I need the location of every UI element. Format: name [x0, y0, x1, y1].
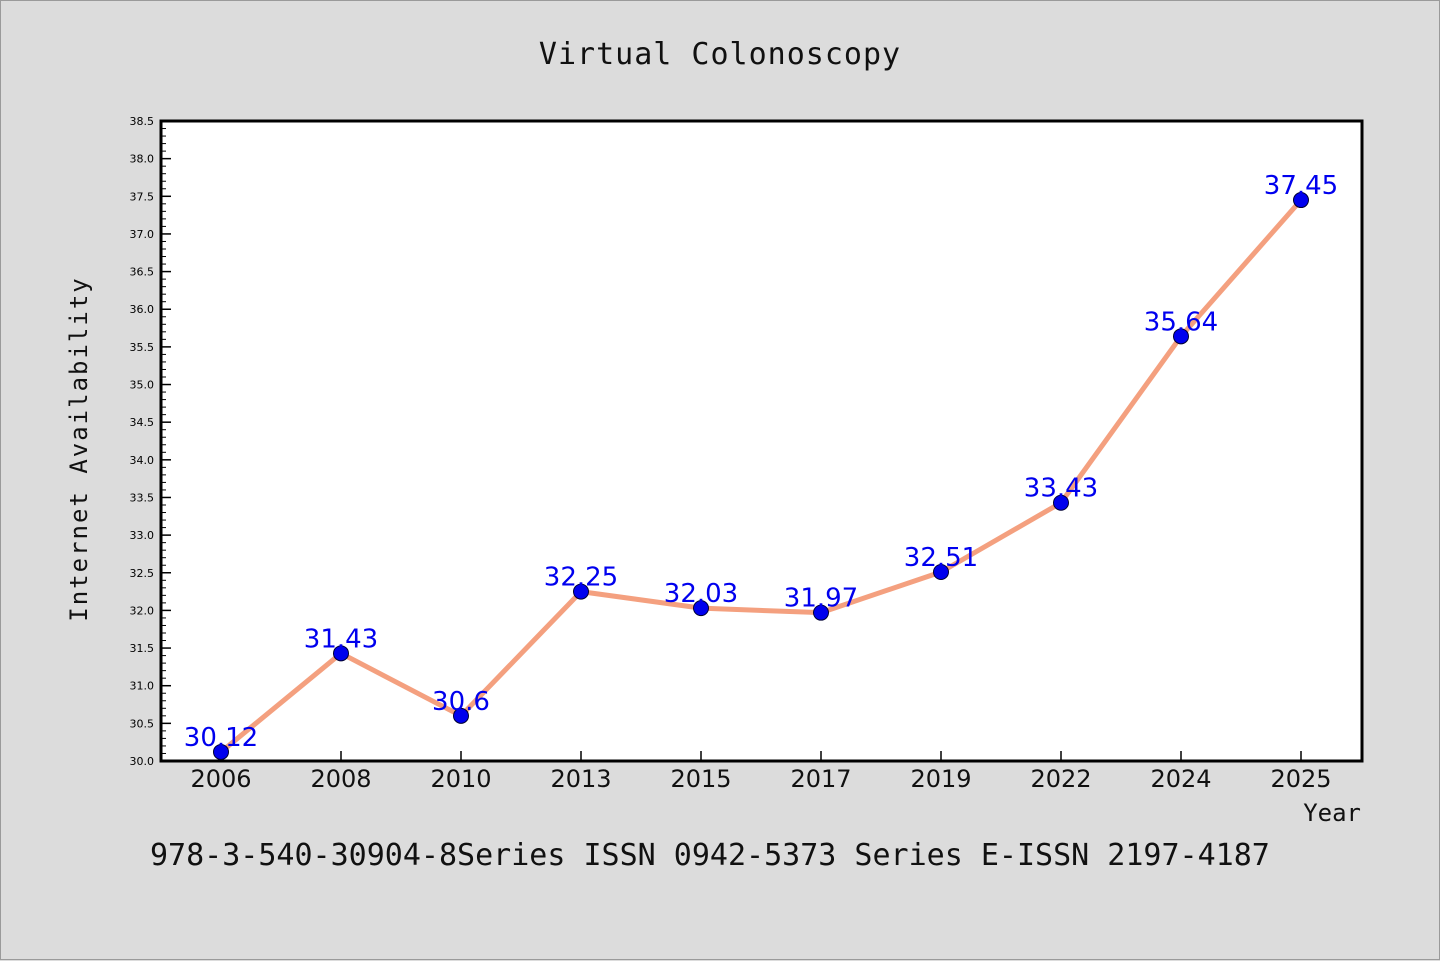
y-tick-label: 37.5: [130, 190, 155, 203]
data-label: 32.25: [544, 563, 618, 593]
x-tick-label: 2015: [670, 765, 731, 793]
data-label: 35.64: [1144, 307, 1218, 337]
data-point-marker: [813, 604, 829, 621]
y-axis-label: Internet Availability: [65, 276, 93, 621]
data-point-marker: [1173, 328, 1189, 345]
y-tick-label: 35.0: [130, 379, 155, 392]
data-point-marker: [693, 600, 709, 617]
data-label-group: 30.12 31.43 30.6 32.25 32.03 31.97 32.51 33.43 3…: [184, 171, 1338, 753]
y-tick-label: 33.0: [130, 529, 155, 542]
y-tick-label: 38.0: [130, 153, 155, 166]
x-tick-label: 2006: [190, 765, 251, 793]
y-tick-label: 35.5: [130, 341, 155, 354]
data-point-marker: [333, 645, 349, 662]
x-tick-label: 2025: [1270, 765, 1331, 793]
y-tick-label: 30.0: [130, 755, 155, 768]
data-point-marker: [1293, 192, 1309, 209]
y-tick-label: 36.5: [130, 266, 155, 279]
data-label: 31.43: [304, 624, 378, 654]
data-label: 32.03: [664, 579, 738, 609]
x-axis: 2006 2008 2010 2013 2015 2017 2019 2022 2024 2025: [190, 751, 1332, 793]
data-point-marker: [213, 743, 229, 760]
chart-title: Virtual Colonoscopy: [539, 37, 901, 72]
series-line-group: [213, 192, 1309, 760]
plot-area: [159, 119, 1364, 763]
data-point-marker: [573, 583, 589, 600]
y-tick-label: 31.5: [130, 642, 155, 655]
y-tick-label: 31.0: [130, 680, 155, 693]
y-tick-label: 36.0: [130, 303, 155, 316]
data-label: 31.97: [784, 584, 858, 614]
y-tick-label: 34.0: [130, 454, 155, 467]
x-tick-label: 2010: [430, 765, 491, 793]
data-label: 30.12: [184, 723, 258, 753]
x-tick-label: 2019: [910, 765, 971, 793]
data-label: 37.45: [1264, 171, 1338, 201]
x-tick-label: 2013: [550, 765, 611, 793]
x-tick-label: 2022: [1030, 765, 1091, 793]
y-tick-label: 32.0: [130, 604, 155, 617]
data-label: 32.51: [904, 543, 978, 573]
y-tick-label: 30.5: [130, 717, 155, 730]
y-tick-label: 37.0: [130, 228, 155, 241]
x-tick-label: 2008: [310, 765, 371, 793]
y-tick-label: 33.5: [130, 491, 155, 504]
x-tick-label: 2024: [1150, 765, 1211, 793]
footer-isbn-text: 978-3-540-30904-8Series ISSN 0942-5373 S…: [150, 838, 1270, 873]
data-label: 33.43: [1024, 474, 1098, 504]
data-point-marker: [1053, 494, 1069, 511]
x-tick-label: 2017: [790, 765, 851, 793]
series-line: [218, 197, 1304, 755]
data-point-marker: [453, 707, 469, 724]
data-point-marker: [933, 564, 949, 581]
y-tick-label: 38.5: [130, 115, 155, 128]
data-label: 30.6: [432, 687, 490, 717]
y-tick-label: 32.5: [130, 567, 155, 580]
x-axis-label: Year: [1303, 799, 1361, 827]
y-axis: 30.0 30.5 31.0 31.5 32.0 32.5 33.0 33.5 34.0 34.5…: [130, 115, 171, 768]
y-tick-label: 34.5: [130, 416, 155, 429]
